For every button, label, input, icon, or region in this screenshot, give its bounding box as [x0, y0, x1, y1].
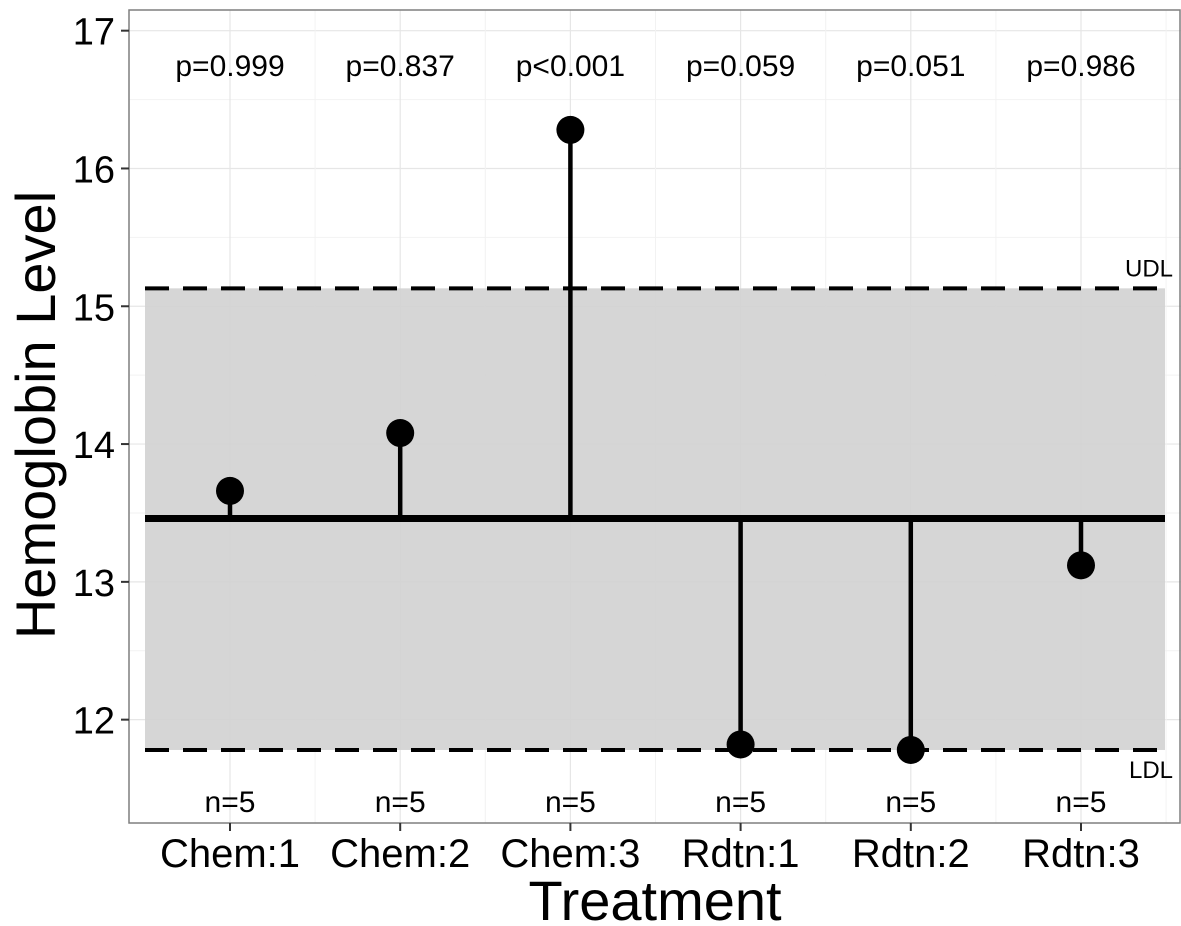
x-tick-label: Rdtn:3: [1022, 832, 1140, 876]
y-tick-label: 17: [73, 12, 115, 54]
n-label: n=5: [205, 786, 256, 819]
x-tick-label: Chem:1: [160, 832, 300, 876]
point-rdtn-2: [896, 735, 925, 764]
p-value-label: p=0.999: [175, 50, 284, 83]
marks-layer: [121, 9, 1181, 831]
y-axis-title: Hemoglobin Level: [4, 191, 67, 639]
p-value-label: p=0.059: [686, 50, 795, 83]
y-tick-label: 16: [73, 149, 115, 191]
p-value-label: p=0.986: [1026, 50, 1135, 83]
y-tick-label: 13: [73, 563, 115, 605]
p-value-label: p=0.051: [856, 50, 965, 83]
n-label: n=5: [715, 786, 766, 819]
x-tick-label: Rdtn:2: [852, 832, 970, 876]
point-rdtn-3: [1067, 551, 1095, 580]
point-chem-3: [556, 115, 585, 144]
point-chem-1: [216, 476, 244, 505]
x-tick-label: Chem:3: [500, 832, 640, 876]
n-label: n=5: [885, 786, 936, 819]
plot-border: [128, 9, 1181, 824]
n-label: n=5: [375, 786, 426, 819]
p-value-label: p<0.001: [516, 50, 625, 83]
p-value-label: p=0.837: [346, 50, 455, 83]
upper-limit-label: UDL: [1125, 255, 1173, 282]
point-rdtn-1: [726, 730, 755, 759]
x-tick-label: Rdtn:1: [682, 832, 800, 876]
x-tick-label: Chem:2: [330, 832, 470, 876]
x-axis-title: Treatment: [528, 869, 782, 926]
lower-limit-label: LDL: [1129, 757, 1173, 784]
n-label: n=5: [545, 786, 596, 819]
labels-layer: 12 13 14 15 16 17 Chem:1 Chem:2 Chem:3 Rdtn:1 Rdtn…: [73, 12, 1173, 876]
y-tick-label: 15: [73, 287, 115, 329]
y-tick-label: 12: [73, 701, 115, 743]
y-tick-label: 14: [73, 425, 115, 467]
point-chem-2: [386, 419, 415, 448]
n-label: n=5: [1056, 786, 1107, 819]
